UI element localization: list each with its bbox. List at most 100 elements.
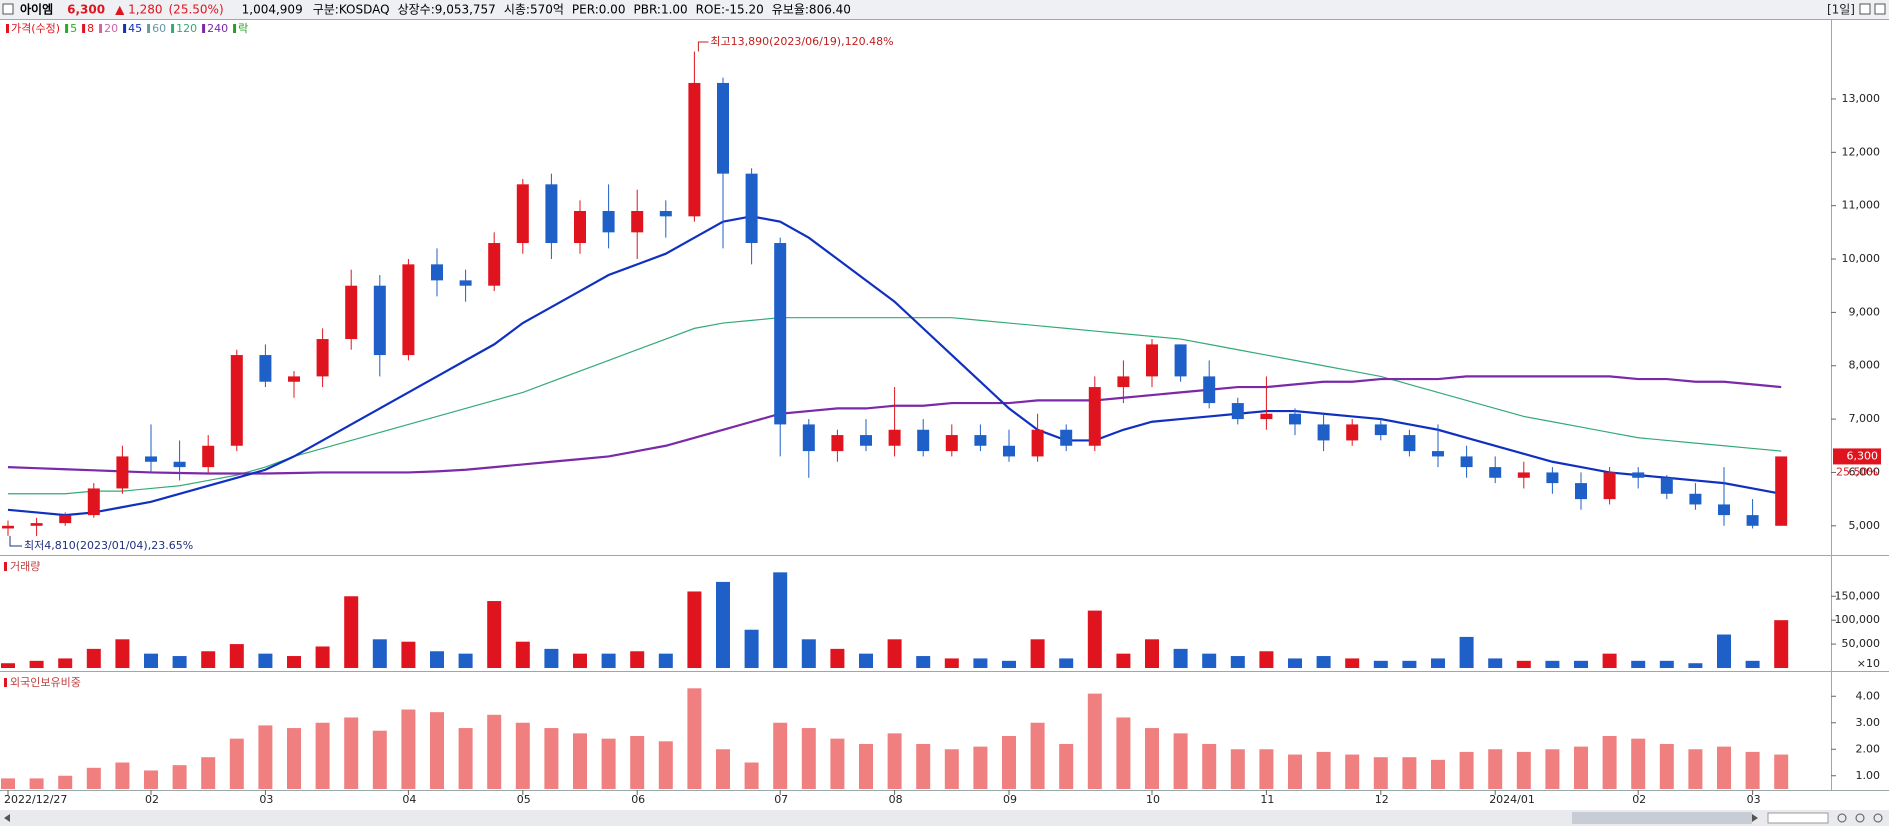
bar [658,653,673,668]
bar [201,651,216,668]
candle-body [717,82,729,174]
legend-swatch [6,24,9,33]
zoom-in[interactable] [1837,813,1847,823]
zoom-out[interactable] [1855,813,1865,823]
x-tick-label: 06 [631,793,645,806]
window-icon[interactable] [2,3,14,15]
candle-body [1718,504,1730,516]
bar [1002,660,1016,668]
x-tick-label: 03 [1747,793,1761,806]
bar [773,722,788,789]
bar [372,730,387,789]
x-tick-label: 10 [1146,793,1160,806]
legend-label: 120 [176,22,197,35]
bar [916,656,931,668]
candle-body [1088,387,1101,446]
header-shares: 상장수:9,053,757 [398,3,496,17]
legend-swatch [99,24,103,33]
candle-body [1003,445,1015,457]
bar [29,778,44,789]
zoom-slider[interactable] [1767,812,1829,824]
bar [1402,757,1417,789]
x-tick-label: 07 [774,793,788,806]
minimize-button[interactable] [1859,3,1871,15]
header-market: 구분:KOSDAQ [313,3,390,17]
bar [201,757,216,789]
bar [1717,634,1731,668]
scroll-left[interactable] [4,814,10,822]
bar [1230,656,1245,668]
scroll-right[interactable] [1752,814,1758,822]
legend-label: 20 [104,22,118,35]
header-per: PER:0.00 [572,3,626,17]
candle-body [1117,376,1130,388]
y-tick-label: 4.00 [1856,689,1881,702]
bar [287,728,301,789]
legend-swatch [202,24,206,33]
bar [1574,660,1588,668]
legend-label: 60 [152,22,166,35]
candle-body [1289,413,1301,425]
candle-body [1775,456,1788,526]
candle-body [1346,424,1359,441]
moving-average [8,317,1782,495]
scroll-thumb[interactable] [1572,812,1752,824]
candle-body [1575,483,1587,500]
bar [1688,749,1703,789]
x-tick-label: 09 [1003,793,1017,806]
candle-body [59,515,72,524]
bar [401,709,416,789]
period[interactable]: [1일] [1827,3,1855,17]
bar [1774,620,1789,668]
y-tick-label: 150,000 [1835,589,1881,602]
unit-label: ×10 [1857,657,1880,670]
y-tick-label: 11,000 [1842,199,1881,212]
legend-swatch [147,24,151,33]
candle-body [2,525,14,529]
bar [944,658,959,668]
bar [115,639,130,668]
zoom-reset[interactable] [1873,813,1883,823]
candle-body [1746,515,1759,526]
header-bar [0,0,1889,19]
bar [487,601,502,668]
x-tick-label: 2024/01 [1489,793,1535,806]
bar [773,572,788,668]
bar [1030,639,1045,668]
last-change-label: 25.50% [1836,465,1878,478]
panel-title: 외국인보유비중 [10,676,81,689]
bar [1516,660,1531,668]
bar [86,767,101,789]
bar [887,639,902,668]
bar [544,648,559,668]
candle-body [488,243,501,286]
bar [944,749,959,789]
close-button[interactable] [1874,3,1886,15]
bar [1316,751,1331,789]
header-change: ▲ 1,280 [115,3,162,17]
bar [1116,717,1131,789]
candle-body [1031,429,1044,457]
candle-body [1546,472,1559,484]
bar [1545,749,1560,789]
bar [1602,736,1617,789]
bar [287,656,301,668]
candle-body [774,243,787,425]
y-tick-label: 10,000 [1842,252,1881,265]
x-tick-label: 2022/12/27 [4,793,67,806]
candle-body [1432,451,1444,457]
bar [687,591,702,668]
legend-label: 5 [70,22,77,35]
candle-body [1231,403,1244,420]
bar [458,728,473,789]
candle-body [545,184,558,244]
y-tick-label: 5,000 [1849,519,1881,532]
bar [315,722,330,789]
panel-icon [4,678,7,687]
moving-average [7,215,1782,517]
bar [1288,754,1302,789]
bar [1631,660,1646,668]
candle-body [87,488,100,516]
candle-body [945,435,958,452]
x-tick-label: 02 [1632,793,1646,806]
